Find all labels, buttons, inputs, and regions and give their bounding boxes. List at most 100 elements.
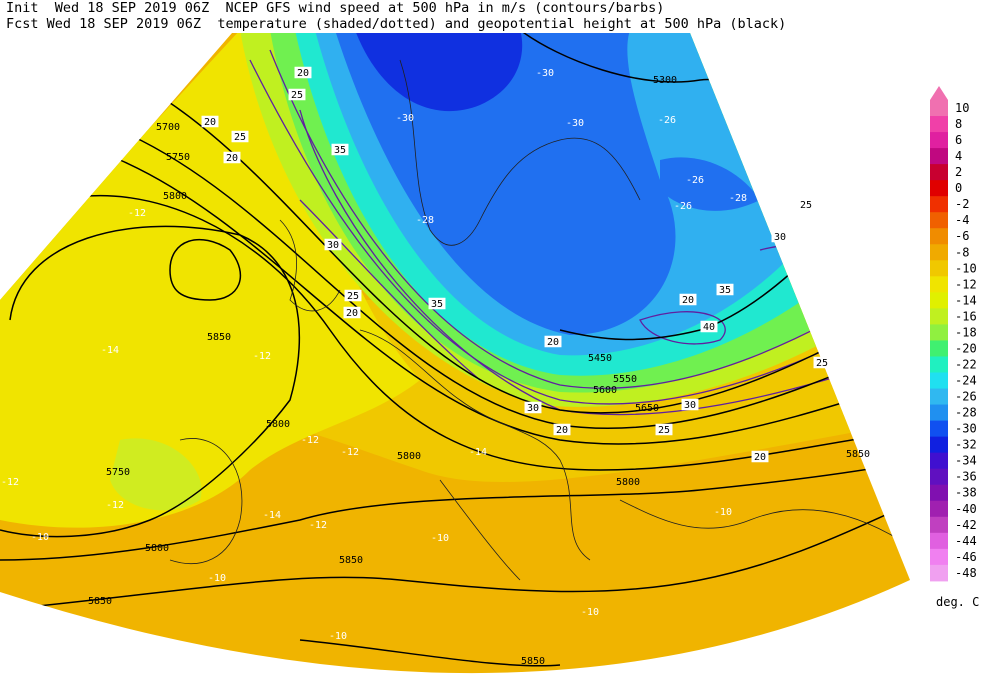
contour-label: 35 [431,299,443,310]
colorbar-swatch [930,116,948,133]
label-box [344,289,362,302]
colorbar-swatch [930,468,948,486]
contour-label: 5600 [593,385,617,396]
label-box [428,297,446,310]
contour-label: -12 [128,208,146,219]
colorbar-swatch [930,308,948,325]
label-box [553,423,571,436]
contour-label: 5850 [846,449,870,460]
label-box [679,293,697,306]
colorbar-unit: deg. C [936,595,979,609]
contour-label: 25 [816,358,828,369]
contour-labels: 5300 5700 5750 5800 5850 5800 5750 5800 5800 5850… [1,66,901,667]
colorbar-swatch [930,340,948,357]
label-box [544,335,562,348]
colorbar-label: -6 [955,229,969,243]
colorbar-label: -48 [955,566,977,580]
colorbar-label: -28 [955,406,977,420]
colorbar-swatch [930,420,948,438]
contour-label: -10 [431,533,449,544]
label-box [294,66,312,79]
header-line: Fcst Wed 18 SEP 2019 06Z temperature (sh… [6,16,786,32]
height-contours [0,33,910,667]
colorbar-label: -34 [955,454,977,468]
contour-label: 25 [234,132,246,143]
contour-label: -10 [208,573,226,584]
contour-label: 5800 [145,543,169,554]
shading [335,33,676,335]
contour-label: -28 [416,215,434,226]
colorbar-swatch [930,148,948,165]
contour-label: -30 [566,118,584,129]
contour-label: 20 [556,425,568,436]
label-box [201,115,219,128]
colorbar-label: -46 [955,550,977,564]
header-line: Init Wed 18 SEP 2019 06Z NCEP GFS wind s… [6,0,664,16]
contour-label: -26 [658,115,676,126]
colorbar-swatch [930,484,948,502]
contour-label: 25 [347,291,359,302]
label-box [716,283,734,296]
colorbar-label: -40 [955,502,977,516]
contour-label: 5300 [653,75,677,86]
colorbar-label: -16 [955,309,977,323]
colorbar-label: -22 [955,357,977,371]
contour-label: -28 [729,193,747,204]
contour-label: 20 [204,117,216,128]
colorbar-label: 10 [955,101,969,115]
contour-label: 25 [800,200,812,211]
colorbar-swatch [930,260,948,277]
map-area [0,33,910,674]
contour-label: 5750 [166,152,190,163]
colorbar-label: 6 [955,133,962,147]
contour-label: -8 [889,463,901,474]
contour-label: 5650 [635,403,659,414]
colorbar-label: -24 [955,374,977,388]
contour-label: -14 [101,345,119,356]
contour-label: -26 [686,175,704,186]
colorbar-swatch [930,564,948,582]
label-box [681,398,699,411]
contour-label: 5800 [266,419,290,430]
colorbar-swatch [930,516,948,534]
colorbar-label: 8 [955,117,962,131]
contour-label: 25 [291,90,303,101]
colorbar-label: 4 [955,149,962,163]
colorbar-label: -32 [955,438,977,452]
colorbar-swatch [930,356,948,374]
contour-label: -14 [263,510,281,521]
label-box [797,198,815,211]
colorbar-swatch [930,548,948,566]
contour-label: -12 [106,500,124,511]
label-box [700,320,718,333]
contour-label: 30 [684,400,696,411]
contour-label: 5750 [106,467,130,478]
contour-label: -12 [341,447,359,458]
colorbar-swatch [930,388,948,406]
contour-label: -30 [396,113,414,124]
colorbar-swatch [930,164,948,181]
colorbar-label: -42 [955,518,977,532]
contour-label: 35 [334,145,346,156]
colorbar-label: -26 [955,390,977,404]
contour-label: -12 [253,351,271,362]
coastlines [169,59,901,581]
contour-label: 20 [682,295,694,306]
label-box [524,401,542,414]
colorbar-label: 2 [955,165,962,179]
contour-label: 20 [346,308,358,319]
colorbar-swatch [930,292,948,309]
label-box [343,306,361,319]
colorbar-label: -20 [955,341,977,355]
colorbar-swatch [930,132,948,149]
colorbar-swatch [930,276,948,293]
colorbar-swatch [930,244,948,261]
colorbar-label: -10 [955,261,977,275]
contour-label: 5800 [616,477,640,488]
label-box [223,151,241,164]
label-box [655,423,673,436]
colorbar-swatch [930,452,948,470]
contour-label: -10 [714,507,732,518]
colorbar-swatch [930,212,948,229]
contour-label: 20 [226,153,238,164]
